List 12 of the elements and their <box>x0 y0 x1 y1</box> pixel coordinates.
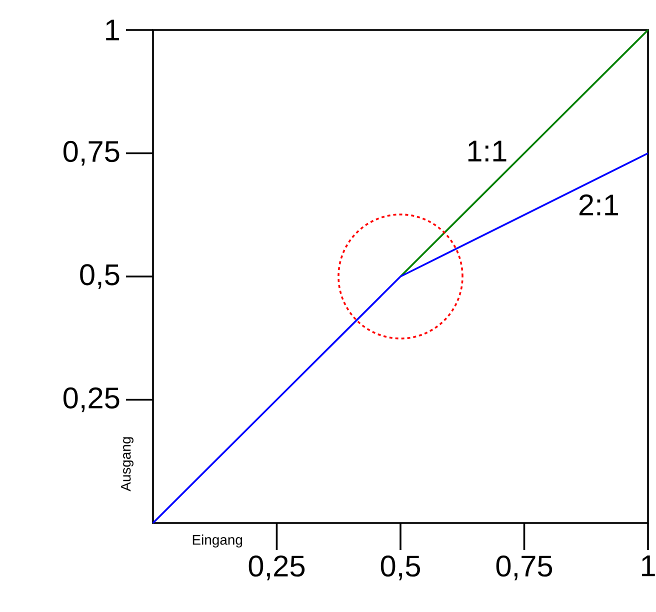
x-tick-label: 0,25 <box>248 556 305 580</box>
series-label: 2:1 <box>579 194 618 216</box>
x-tick-label: 0,5 <box>380 556 420 580</box>
series-label: 1:1 <box>468 140 506 162</box>
x-axis-title: Eingang <box>192 534 242 548</box>
x-tick-label: 0,75 <box>496 556 552 580</box>
y-tick-label: 0,5 <box>80 264 120 289</box>
y-axis-title: Ausgang <box>120 437 134 492</box>
y-tick-label: 0,25 <box>63 387 120 412</box>
y-tick-label: 1 <box>106 20 120 40</box>
x-tick-label: 1 <box>642 556 655 576</box>
y-tick-label: 0,75 <box>63 140 120 166</box>
